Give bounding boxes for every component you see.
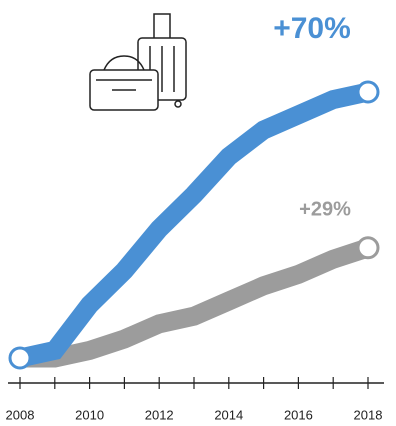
x-tick-label: 2016 (284, 407, 313, 422)
annotation: +70% (273, 12, 351, 45)
x-tick-label: 2008 (6, 407, 35, 422)
x-tick-label: 2012 (145, 407, 174, 422)
x-tick-label: 2010 (75, 407, 104, 422)
series-line (17, 82, 371, 368)
luggage-icon (89, 13, 187, 111)
x-tick-label: 2018 (354, 407, 383, 422)
x-tick-label: 2014 (214, 407, 243, 422)
end-marker (356, 80, 380, 104)
annotation: +29% (299, 198, 351, 220)
start-marker (8, 346, 32, 370)
end-marker (356, 236, 380, 260)
series-line (20, 238, 371, 368)
